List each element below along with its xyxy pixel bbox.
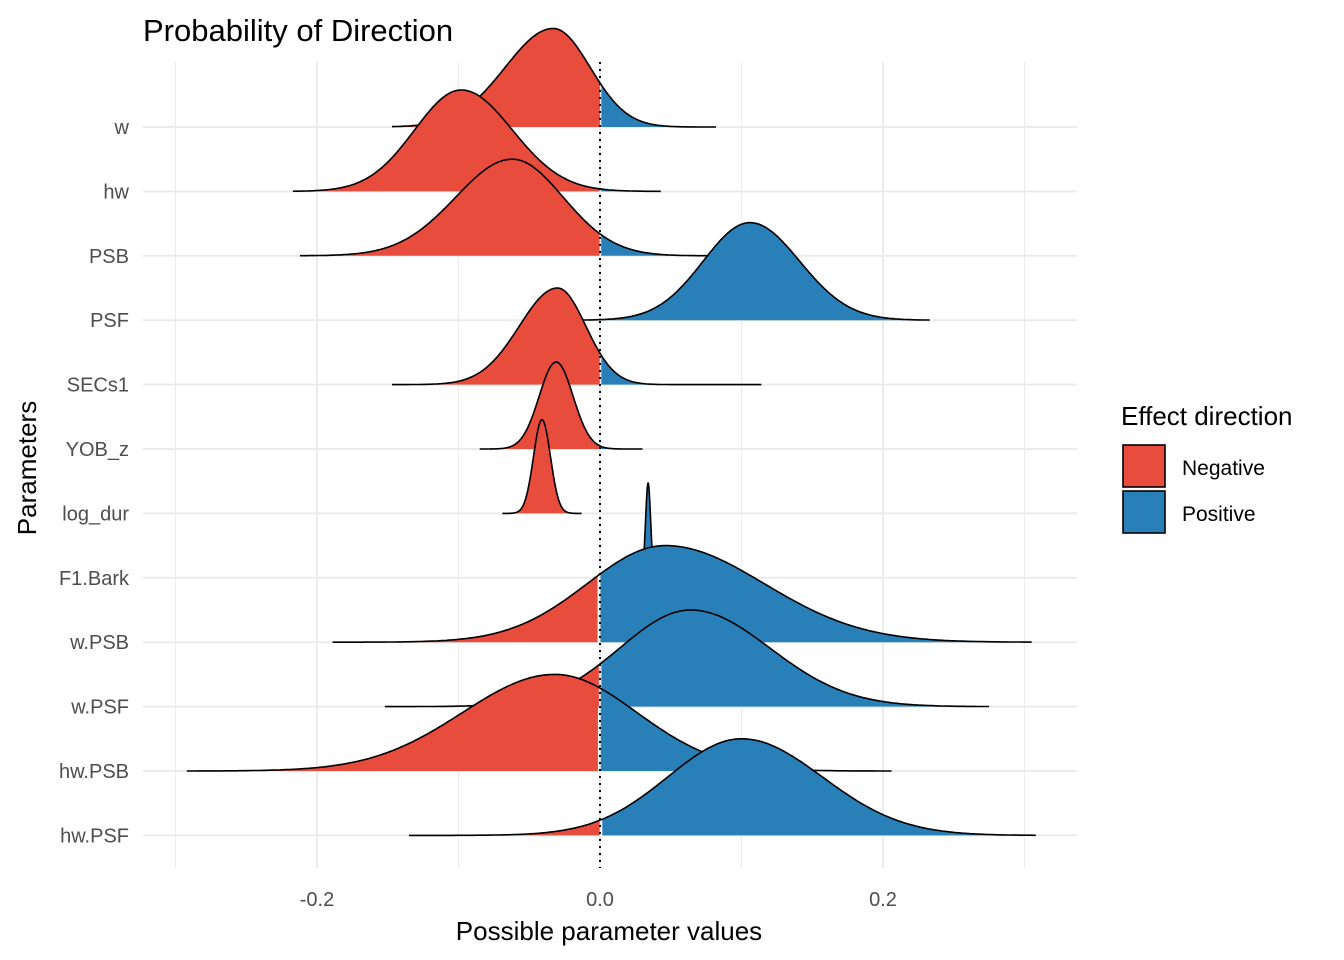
- ridge-negative-area: [186, 674, 598, 771]
- ridge-negative-area: [300, 159, 600, 256]
- y-tick-label: hw: [103, 181, 129, 203]
- y-tick-label: w.PSB: [69, 632, 129, 654]
- y-tick-label: hw.PSF: [60, 825, 129, 847]
- ridge-positive-area: [601, 355, 760, 385]
- y-tick-label: SECs1: [67, 375, 129, 397]
- ridge-negative-area: [409, 820, 600, 836]
- legend-swatch-negative: [1122, 444, 1166, 488]
- ridge-negative-area: [479, 362, 600, 449]
- legend-swatch-positive: [1122, 490, 1166, 534]
- y-tick-label: PSB: [89, 246, 129, 268]
- legend: Effect direction Negative Positive: [1121, 401, 1293, 534]
- ridge-hw.PSF: [409, 738, 1036, 837]
- y-axis-tick-labels: w hw PSB PSF SECs1 YOB_z log_dur F1.Bark w.PSB w.…: [59, 117, 130, 847]
- x-tick-label: 0.2: [869, 889, 897, 911]
- legend-label-negative: Negative: [1182, 457, 1265, 480]
- ridge-positive-area: [602, 738, 1036, 836]
- ridge-outline: [553, 221, 930, 321]
- ridge-log_dur: [502, 418, 582, 515]
- ridge-negative-area: [392, 288, 600, 385]
- ridge-PSB: [300, 158, 721, 257]
- ridge-w.PSF: [384, 609, 990, 708]
- y-tick-label: w: [114, 117, 130, 139]
- x-tick-label: -0.2: [300, 889, 334, 911]
- ridge-outline: [332, 544, 1032, 643]
- ridge-negative-area: [332, 575, 598, 643]
- ridge-positive-area: [601, 610, 987, 707]
- ridge-outline: [479, 361, 643, 450]
- y-axis-title: Parameters: [12, 401, 42, 535]
- y-tick-label: hw.PSB: [59, 761, 129, 783]
- x-tick-label: 0.0: [586, 889, 614, 911]
- x-axis-tick-labels: -0.2 0.0 0.2: [300, 889, 897, 911]
- ridge-positive-area: [600, 446, 643, 449]
- ridge-outline: [300, 158, 721, 257]
- legend-title: Effect direction: [1121, 401, 1293, 431]
- ridge-negative-area: [502, 419, 582, 514]
- ridge-YOB_z: [479, 361, 643, 450]
- ridge-SECs1: [392, 287, 762, 386]
- ridge-positive-area: [600, 688, 889, 771]
- ridge-PSF: [553, 221, 930, 321]
- legend-label-positive: Positive: [1182, 503, 1256, 526]
- y-tick-label: PSF: [90, 310, 129, 332]
- ridge-outline: [502, 418, 582, 515]
- x-axis-title: Possible parameter values: [456, 916, 762, 946]
- y-tick-label: F1.Bark: [59, 568, 130, 590]
- density-ridges: [186, 27, 1036, 837]
- ridge-positive-area: [601, 234, 721, 256]
- ridge-outline: [409, 738, 1036, 837]
- chart-title: Probability of Direction: [143, 13, 453, 48]
- y-tick-label: w.PSF: [70, 697, 129, 719]
- y-tick-label: YOB_z: [66, 439, 129, 461]
- y-tick-label: log_dur: [62, 503, 129, 525]
- ridge-negative-area: [392, 28, 600, 127]
- ridge-outline: [392, 287, 762, 386]
- ridge-positive-area: [600, 222, 930, 321]
